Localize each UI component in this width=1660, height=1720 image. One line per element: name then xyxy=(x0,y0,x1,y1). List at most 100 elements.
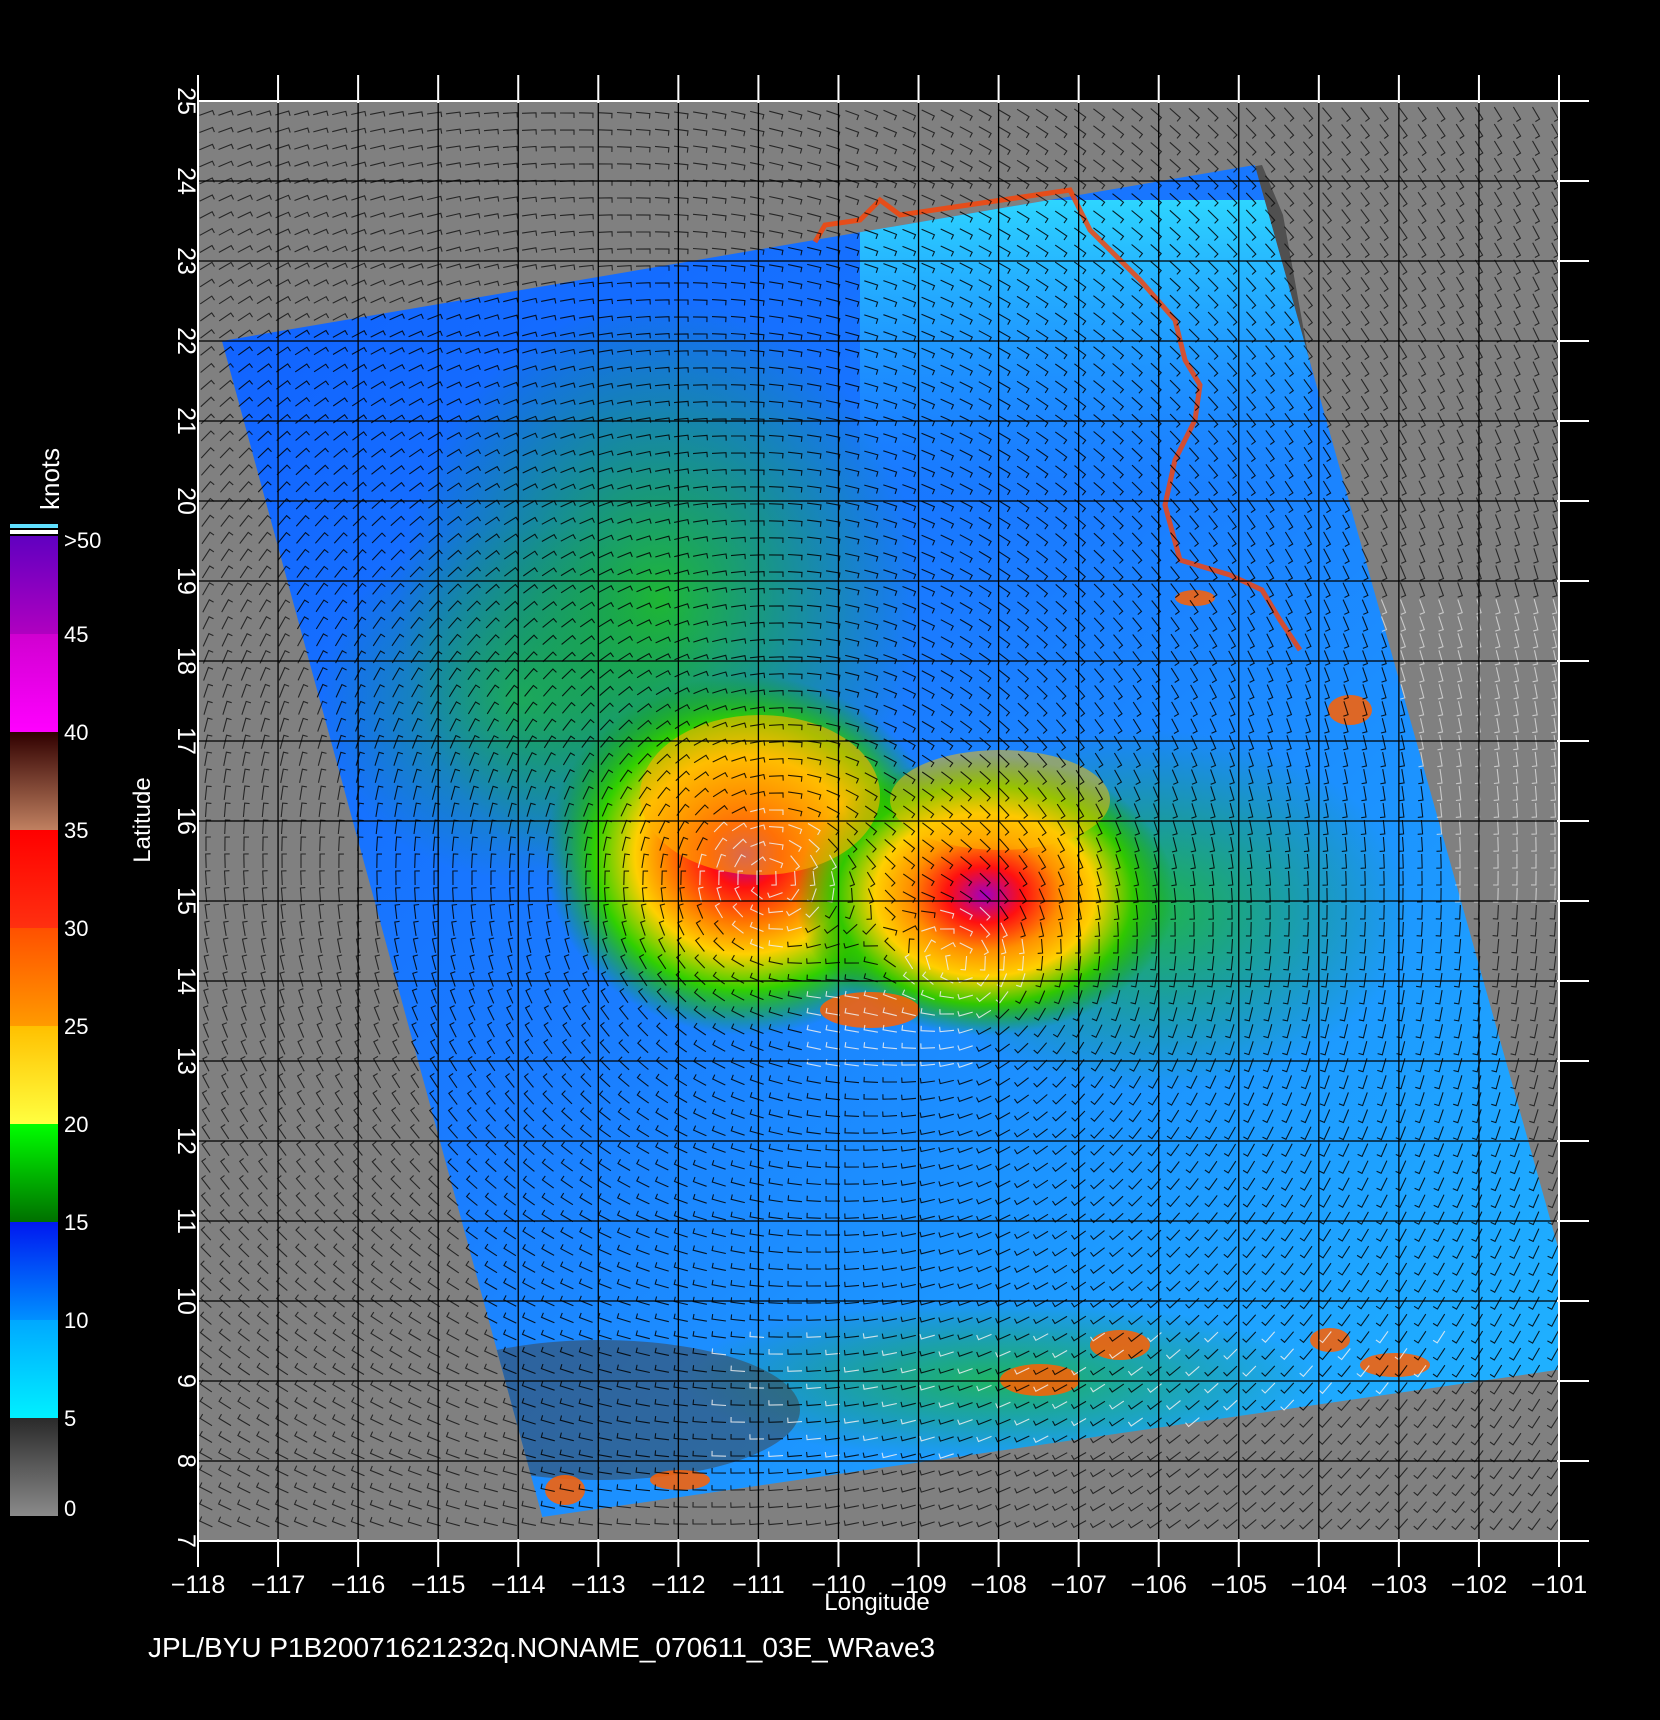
wind-barb xyxy=(1552,463,1559,479)
wind-barb xyxy=(1035,295,1049,309)
wind-barb xyxy=(940,449,955,461)
wind-barb xyxy=(541,348,557,355)
wind-barb xyxy=(959,618,973,631)
wind-barb xyxy=(1493,157,1503,173)
wind-barb xyxy=(902,228,917,240)
wind-barb xyxy=(902,568,917,580)
wind-barb xyxy=(1035,159,1049,173)
wind-barb xyxy=(1398,361,1408,377)
wind-barb xyxy=(427,347,443,355)
wind-barb xyxy=(902,126,917,138)
wind-barb xyxy=(749,418,765,425)
wind-barb xyxy=(1247,599,1256,616)
wind-barb xyxy=(1493,106,1503,123)
wind-barb xyxy=(1055,634,1067,649)
wind-barb xyxy=(466,532,481,543)
wind-barb xyxy=(561,651,576,663)
wind-barb xyxy=(712,128,727,137)
wind-barb xyxy=(522,466,538,474)
wind-barb xyxy=(749,520,765,526)
wind-barb xyxy=(1055,448,1068,462)
wind-barb xyxy=(503,280,519,287)
wind-barb xyxy=(448,633,462,646)
wind-barb xyxy=(370,397,387,407)
wind-barb xyxy=(277,582,291,596)
wind-barb xyxy=(464,212,481,219)
wind-barb xyxy=(353,565,367,578)
wind-barb xyxy=(258,582,272,596)
wind-barb xyxy=(1552,565,1558,581)
wind-barb xyxy=(221,599,233,613)
wind-barb xyxy=(1285,667,1293,683)
wind-barb xyxy=(313,228,329,236)
wind-barb xyxy=(1419,633,1425,649)
wind-barb xyxy=(578,264,594,271)
wind-barb xyxy=(959,194,974,206)
wind-barb xyxy=(1380,480,1388,496)
wind-barb xyxy=(921,398,936,410)
wind-barb xyxy=(1379,378,1389,394)
wind-barb xyxy=(1055,651,1067,666)
wind-barb xyxy=(787,605,803,612)
wind-barb xyxy=(1437,378,1446,394)
wind-barb xyxy=(883,518,898,529)
wind-barb xyxy=(806,553,822,561)
wind-barb xyxy=(940,245,955,257)
wind-barb xyxy=(1188,481,1200,496)
wind-barb xyxy=(313,161,329,167)
wind-barb xyxy=(692,552,709,559)
wind-barb xyxy=(1226,124,1238,139)
wind-barb xyxy=(1455,259,1465,275)
wind-barb xyxy=(731,110,746,120)
wind-barb xyxy=(1532,616,1539,632)
wind-barb xyxy=(959,415,973,427)
wind-barb xyxy=(768,622,784,628)
wind-barb xyxy=(921,262,936,274)
wind-barb xyxy=(693,485,709,492)
wind-barb xyxy=(333,481,348,493)
wind-barb xyxy=(1112,413,1125,428)
wind-barb xyxy=(465,398,481,406)
wind-barb xyxy=(1188,294,1200,309)
wind-barb xyxy=(807,110,822,120)
wind-barb xyxy=(940,228,955,240)
wind-barb xyxy=(807,383,822,392)
wind-barb xyxy=(769,195,784,205)
wind-barb xyxy=(598,349,614,355)
wind-barb xyxy=(427,195,443,202)
wind-barb xyxy=(389,144,405,151)
wind-barb xyxy=(1437,310,1446,327)
wind-barb xyxy=(296,616,309,630)
wind-barb xyxy=(826,672,841,681)
wind-barb xyxy=(315,616,329,630)
wind-barb xyxy=(654,282,670,288)
wind-barb xyxy=(313,194,329,201)
wind-barb xyxy=(1513,633,1520,649)
wind-barb xyxy=(1400,633,1407,649)
wind-barb xyxy=(902,399,917,410)
wind-barb xyxy=(902,262,917,274)
wind-barb xyxy=(370,161,386,168)
wind-barb xyxy=(1513,395,1521,411)
wind-barb xyxy=(1016,261,1030,275)
wind-barb xyxy=(1457,616,1463,632)
wind-barb xyxy=(1400,667,1406,683)
wind-barb xyxy=(410,650,424,664)
wind-barb xyxy=(580,651,595,662)
wind-barb xyxy=(1456,361,1465,377)
wind-barb xyxy=(864,161,879,172)
wind-barb xyxy=(1417,140,1427,157)
wind-barb xyxy=(276,481,291,493)
wind-barb xyxy=(1017,618,1030,632)
wind-barb xyxy=(902,551,917,563)
wind-barb xyxy=(579,517,595,525)
wind-barb xyxy=(1342,480,1351,496)
wind-barb xyxy=(1398,140,1408,157)
wind-barb xyxy=(826,621,841,629)
wind-barb xyxy=(239,565,253,579)
wind-barb xyxy=(1266,650,1274,666)
wind-barb xyxy=(921,534,936,546)
wind-barb xyxy=(580,685,595,697)
wind-barb xyxy=(940,160,955,172)
wind-barb xyxy=(845,569,860,579)
